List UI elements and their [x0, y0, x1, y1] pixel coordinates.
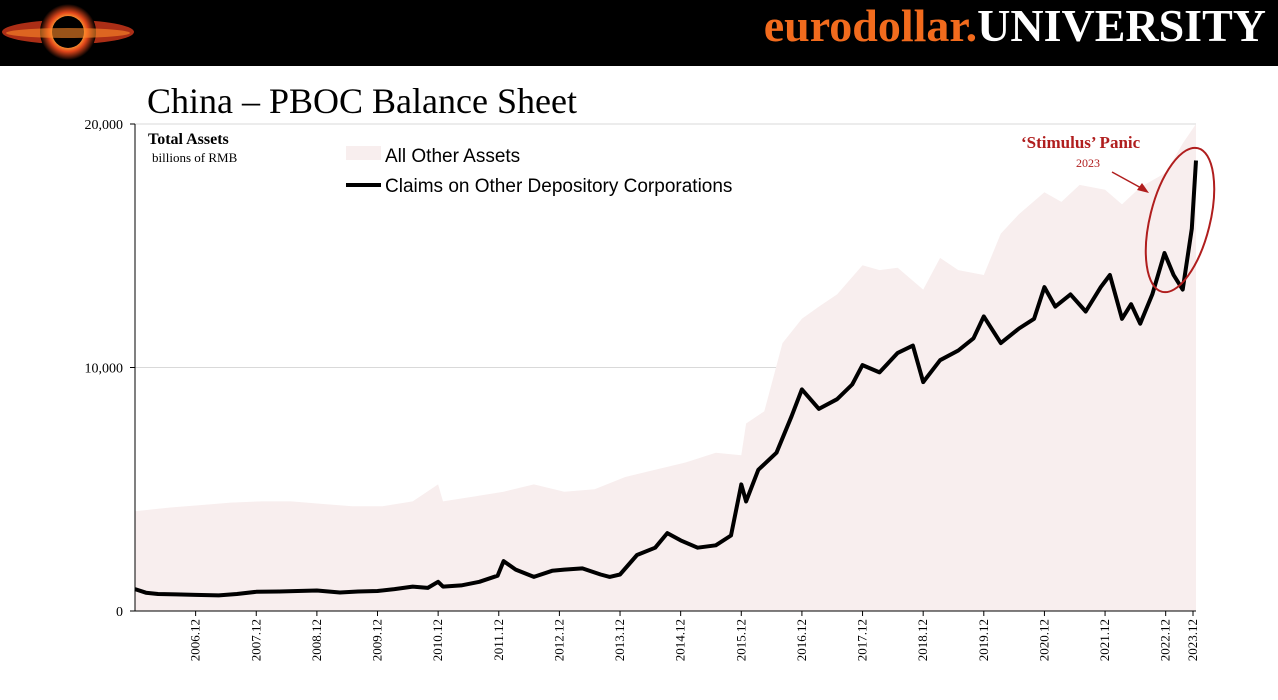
x-tick-label: 2021.12 — [1097, 619, 1112, 661]
x-tick-label: 2013.12 — [612, 619, 627, 661]
x-tick-label: 2006.12 — [188, 619, 203, 661]
x-tick-label: 2012.12 — [551, 619, 566, 661]
units-label: billions of RMB — [152, 150, 238, 165]
brand-part-2: UNIVERSITY — [977, 0, 1266, 51]
x-tick-label: 2019.12 — [976, 619, 991, 661]
x-ticks: 2006.12 2007.12 2008.12 2009.12 2010.12 2011.… — [188, 611, 1200, 661]
y-tick-label: 10,000 — [85, 362, 124, 377]
all-other-assets-area — [135, 124, 1196, 611]
annotation-ellipse — [1144, 146, 1216, 294]
brand-part-1: eurodollar. — [763, 0, 978, 51]
x-tick-label: 2010.12 — [430, 619, 445, 661]
x-tick-label: 2022.12 — [1158, 619, 1173, 661]
chart-title: China – PBOC Balance Sheet — [147, 81, 577, 121]
x-tick-label: 2016.12 — [794, 619, 809, 661]
header-bar: eurodollar.UNIVERSITY — [0, 0, 1278, 66]
x-tick-label: 2020.12 — [1036, 619, 1051, 661]
x-tick-label: 2009.12 — [370, 619, 385, 661]
y-ticks: 0 10,000 20,000 — [85, 118, 135, 620]
logo-icon — [2, 4, 134, 60]
brand-wordmark: eurodollar.UNIVERSITY — [764, 0, 1266, 52]
x-tick-label: 2008.12 — [309, 619, 324, 661]
annotation-arrowhead — [1137, 183, 1149, 193]
claims-line — [134, 160, 1198, 598]
legend-label-area: All Other Assets — [385, 146, 520, 167]
total-assets-label: Total Assets — [148, 131, 229, 148]
x-tick-label: 2023.12 — [1185, 619, 1200, 661]
annotation-year: 2023 — [1076, 156, 1100, 170]
annotation-arrow — [1111, 171, 1144, 190]
x-tick-label: 2015.12 — [733, 619, 748, 661]
x-tick-label: 2011.12 — [491, 619, 506, 661]
x-tick-label: 2017.12 — [855, 619, 870, 661]
x-tick-label: 2014.12 — [673, 619, 688, 661]
legend-label-line: Claims on Other Depository Corporations — [385, 176, 732, 197]
legend-swatch-area — [346, 146, 381, 160]
annotation-title: ‘Stimulus’ Panic — [1021, 133, 1141, 152]
y-tick-label: 0 — [116, 605, 123, 620]
x-tick-label: 2018.12 — [915, 619, 930, 661]
y-tick-label: 20,000 — [85, 118, 124, 133]
x-tick-label: 2007.12 — [248, 619, 263, 661]
